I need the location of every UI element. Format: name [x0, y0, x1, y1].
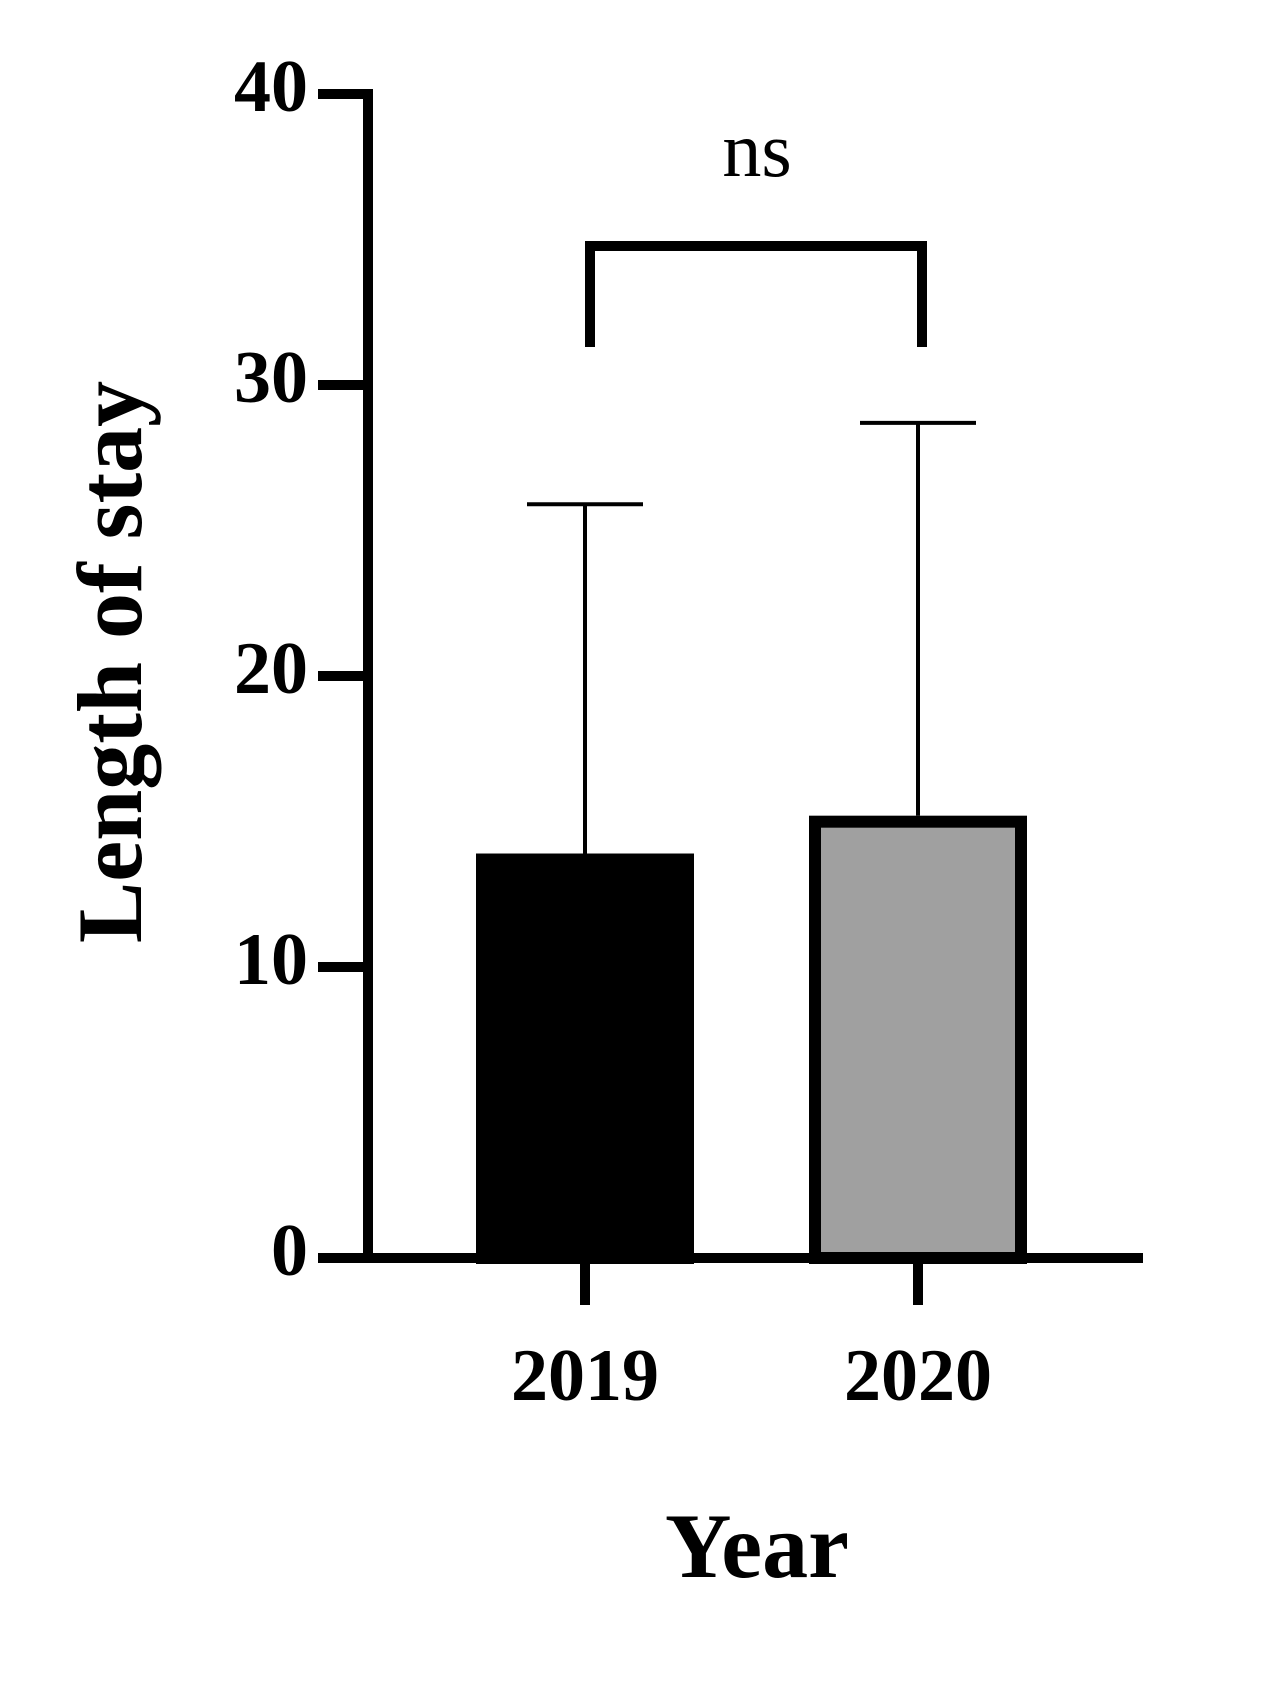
y-tick-label: 0 [271, 1210, 308, 1292]
x-tick-label: 2019 [511, 1335, 659, 1417]
y-tick-label: 30 [234, 337, 308, 419]
y-axis-title: Length of stay [59, 381, 161, 943]
significance-label: ns [722, 106, 791, 193]
y-tick-label: 40 [234, 46, 308, 128]
bar [809, 815, 1027, 1264]
bar [476, 853, 694, 1264]
y-tick-label: 10 [234, 919, 308, 1001]
y-tick-label: 20 [234, 628, 308, 710]
significance-bracket [585, 241, 927, 347]
x-axis-title: Year [665, 1495, 849, 1597]
x-tick-label: 2020 [844, 1335, 992, 1417]
